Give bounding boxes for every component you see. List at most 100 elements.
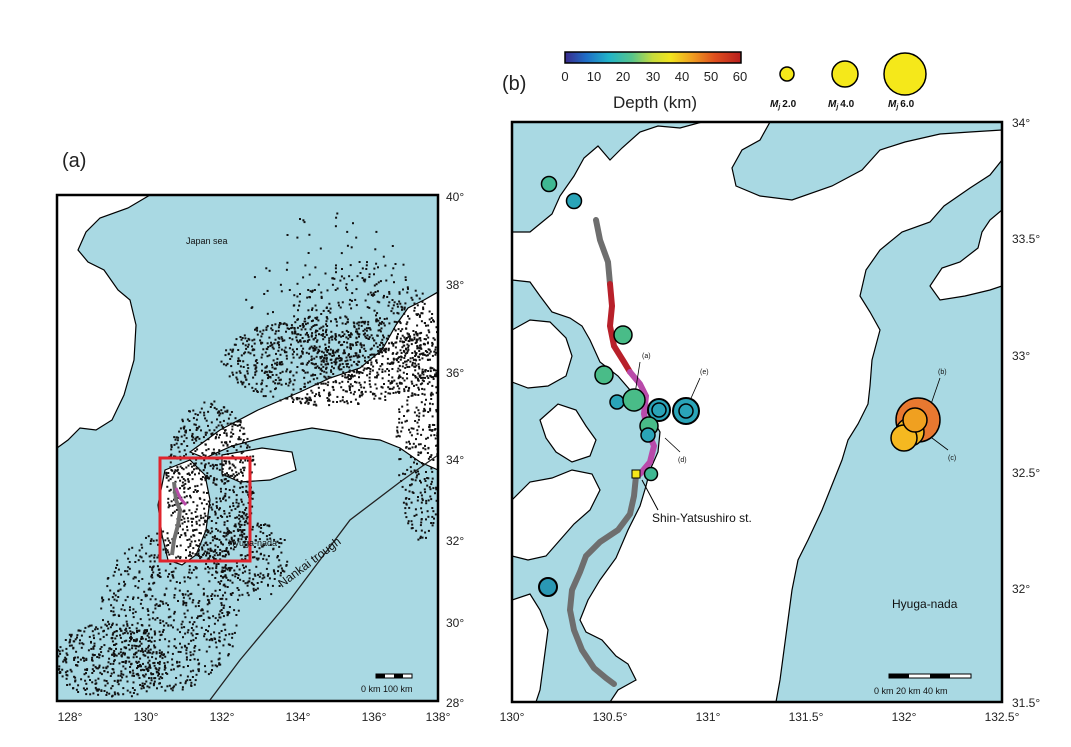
seismicity-dot (302, 219, 305, 222)
seismicity-dot (226, 520, 229, 522)
seismicity-dot (99, 638, 102, 641)
seismicity-dot (117, 683, 120, 686)
seismicity-dot (429, 402, 431, 405)
seismicity-dot (211, 664, 214, 667)
seismicity-dot (422, 308, 425, 311)
panel-a-study-area-box[interactable] (158, 456, 252, 563)
earthquake[interactable] (643, 466, 659, 482)
seismicity-dot (248, 572, 251, 575)
seismicity-dot (310, 359, 313, 361)
earthquake[interactable] (902, 407, 928, 433)
seismicity-dot (133, 576, 136, 579)
earthquake-a[interactable] (622, 388, 646, 412)
seismicity-dot (392, 304, 395, 307)
seismicity-dot (320, 326, 323, 329)
earthquake[interactable] (640, 427, 656, 443)
seismicity-dot (95, 682, 98, 685)
seismicity-dot (119, 651, 122, 654)
seismicity-dot (139, 663, 142, 666)
earthquake[interactable] (540, 175, 558, 193)
seismicity-dot (222, 363, 225, 366)
seismicity-dot (68, 640, 71, 643)
seismicity-dot (205, 629, 208, 631)
seismicity-dot (293, 294, 296, 297)
earthquake[interactable] (613, 325, 633, 345)
seismicity-dot (241, 511, 244, 514)
seismicity-dot (159, 655, 162, 658)
earthquake[interactable] (594, 365, 614, 385)
seismicity-dot (191, 552, 194, 555)
seismicity-dot (203, 512, 206, 515)
seismicity-dot (285, 370, 288, 373)
seismicity-dot (242, 381, 245, 384)
seismicity-dot (397, 390, 400, 393)
seismicity-dot (223, 478, 226, 481)
seismicity-dot (363, 344, 365, 347)
seismicity-dot (231, 581, 234, 584)
earthquake[interactable] (651, 402, 667, 418)
shin-yatsushiro-station-marker[interactable] (631, 469, 641, 479)
seismicity-dot (178, 661, 181, 664)
seismicity-dot (366, 374, 369, 377)
seismicity-dot (296, 348, 298, 351)
seismicity-dot (391, 387, 394, 390)
seismicity-dot (432, 459, 435, 461)
panel-a-fault-gray (170, 481, 183, 556)
seismicity-dot (398, 474, 401, 477)
seismicity-dot (359, 343, 362, 346)
seismicity-dot (325, 333, 328, 336)
seismicity-dot (303, 376, 306, 379)
seismicity-dot (131, 644, 134, 647)
seismicity-dot (357, 324, 360, 327)
seismicity-dot (397, 357, 400, 360)
seismicity-dot (242, 427, 245, 430)
panel-a-ytick: 32° (446, 534, 464, 548)
seismicity-dot (373, 309, 376, 312)
seismicity-dot (435, 369, 438, 372)
seismicity-dot (158, 649, 161, 652)
seismicity-dot (168, 553, 171, 556)
seismicity-dot (160, 633, 163, 636)
earthquake[interactable] (678, 403, 694, 419)
earthquake[interactable] (565, 192, 583, 210)
seismicity-dot (364, 320, 367, 323)
seismicity-dot (153, 630, 156, 633)
seismicity-dot (286, 234, 289, 236)
seismicity-dot (350, 333, 353, 336)
seismicity-dot (190, 555, 193, 558)
seismicity-dot (412, 373, 415, 376)
earthquake[interactable] (609, 394, 625, 410)
seismicity-dot (223, 510, 226, 512)
seismicity-dot (150, 640, 153, 643)
seismicity-dot (363, 328, 366, 331)
seismicity-dot (384, 390, 387, 393)
seismicity-dot (336, 350, 339, 353)
seismicity-dot (391, 245, 394, 247)
seismicity-dot (215, 567, 218, 570)
seismicity-dot (211, 598, 213, 600)
seismicity-dot (173, 610, 176, 613)
seismicity-dot (306, 397, 309, 400)
seismicity-dot (315, 366, 318, 369)
seismicity-dot (416, 304, 419, 307)
seismicity-dot (411, 478, 414, 481)
panel-b-map[interactable]: (a) (b) (c) (d) (e) Shin-Yatsushiro st. … (510, 120, 1004, 704)
seismicity-dot (247, 351, 250, 354)
seismicity-dot (281, 370, 284, 373)
earthquake[interactable] (538, 577, 558, 597)
seismicity-dot (166, 549, 169, 552)
seismicity-dot (240, 338, 243, 341)
seismicity-dot (405, 502, 408, 505)
seismicity-dot (401, 405, 404, 408)
seismicity-dot (87, 675, 90, 678)
panel-a-map[interactable]: Japan sea Hyuga-nada Nankai trough 0 km … (55, 193, 440, 703)
seismicity-dot (153, 560, 156, 563)
seismicity-dot (193, 534, 196, 537)
seismicity-dot (237, 574, 240, 577)
seismicity-dot (417, 538, 420, 541)
seismicity-dot (350, 246, 353, 249)
seismicity-dot (386, 368, 389, 370)
seismicity-dot (332, 386, 335, 389)
seismicity-dot (216, 594, 219, 597)
seismicity-dot (184, 632, 187, 635)
